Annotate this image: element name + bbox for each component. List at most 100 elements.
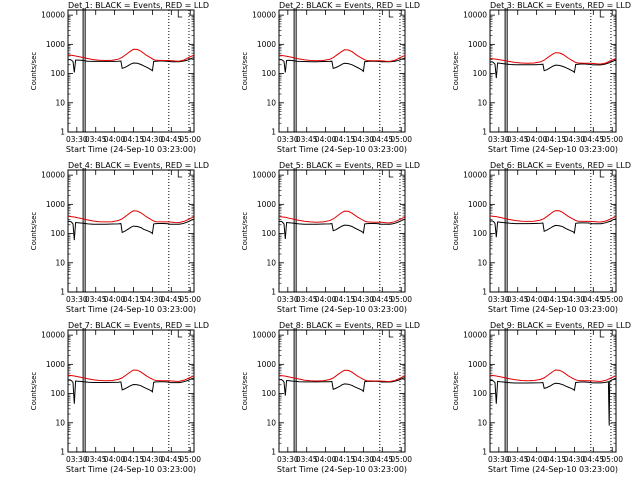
x-tick-label: 04:15 [123, 295, 145, 304]
panel-title: Det 4: BLACK = Events, RED = LLD [68, 161, 209, 170]
x-tick-label: 04:00 [315, 135, 337, 144]
x-axis-label: Start Time (24-Sep-10 03:23:00) [277, 305, 407, 314]
series-line-lld [490, 52, 616, 65]
y-tick-label: 1 [271, 448, 276, 457]
x-tick-label: 04:30 [142, 135, 164, 144]
panel-title: Det 1: BLACK = Events, RED = LLD [68, 1, 209, 10]
x-tick-label: 03:45 [296, 455, 318, 464]
x-tick-label: 03:45 [85, 135, 107, 144]
series-line-lld [279, 369, 405, 383]
x-tick-label: 03:45 [85, 455, 107, 464]
series-line-events [490, 59, 616, 79]
panel-title: Det 8: BLACK = Events, RED = LLD [279, 321, 420, 330]
x-tick-label: 04:00 [526, 455, 548, 464]
x-axis-label: Start Time (24-Sep-10 03:23:00) [488, 465, 618, 474]
x-tick-label: 03:30 [277, 455, 299, 464]
x-axis-label: Start Time (24-Sep-10 03:23:00) [488, 145, 618, 154]
panel-title: Det 2: BLACK = Events, RED = LLD [279, 1, 420, 10]
corner-marker [599, 330, 605, 338]
x-tick-label: 03:45 [296, 135, 318, 144]
x-tick-label: 04:45 [583, 135, 605, 144]
x-tick-label: 04:15 [334, 135, 356, 144]
x-tick-label: 05:00 [390, 455, 412, 464]
plot-frame [67, 9, 195, 133]
series-line-events [279, 57, 405, 73]
y-tick-label: 1000 [46, 40, 65, 49]
panel-title: Det 5: BLACK = Events, RED = LLD [279, 161, 420, 170]
x-tick-label: 04:30 [564, 295, 586, 304]
x-tick-label: 04:45 [161, 295, 183, 304]
x-tick-label: 04:30 [353, 135, 375, 144]
panel-4: 1 10 100 1000 10000 03:3003:4504:0004:1504:30… [30, 161, 209, 314]
y-tick-label: 1 [271, 128, 276, 137]
corner-marker [388, 330, 394, 338]
y-tick-label: 1000 [46, 200, 65, 209]
plot-frame [278, 169, 406, 293]
series-line-events [490, 377, 616, 426]
x-tick-label: 03:30 [66, 455, 88, 464]
panel-title: Det 6: BLACK = Events, RED = LLD [490, 161, 631, 170]
plot-frame [67, 169, 195, 293]
x-axis-label: Start Time (24-Sep-10 03:23:00) [66, 465, 196, 474]
x-tick-label: 03:30 [66, 135, 88, 144]
x-tick-label: 04:00 [526, 295, 548, 304]
series-line-lld [68, 369, 194, 382]
y-tick-label: 100 [51, 389, 66, 398]
y-tick-label: 1 [482, 128, 487, 137]
y-tick-label: 1000 [257, 360, 276, 369]
corner-marker [388, 10, 394, 18]
x-tick-label: 04:45 [583, 295, 605, 304]
panel-9: 1 10 100 1000 10000 03:3003:4504:0004:1504:30… [452, 321, 631, 474]
y-tick-label: 10 [477, 418, 487, 427]
y-tick-label: 10000 [252, 171, 276, 180]
panel-title: Det 9: BLACK = Events, RED = LLD [490, 321, 631, 330]
y-tick-label: 10 [55, 258, 65, 267]
y-tick-label: 10 [266, 98, 276, 107]
y-tick-label: 1000 [468, 360, 487, 369]
y-axis-label: Counts/sec [452, 52, 460, 91]
series-line-lld [490, 369, 616, 382]
series-line-events [68, 218, 194, 241]
x-tick-label: 04:00 [104, 135, 126, 144]
y-tick-label: 1 [60, 128, 65, 137]
plot-frame [67, 329, 195, 453]
x-tick-label: 04:30 [564, 455, 586, 464]
y-tick-label: 1 [60, 288, 65, 297]
x-tick-label: 04:45 [372, 455, 394, 464]
y-tick-label: 100 [51, 229, 66, 238]
x-tick-label: 04:15 [334, 295, 356, 304]
y-tick-label: 1 [482, 288, 487, 297]
x-tick-label: 04:45 [372, 135, 394, 144]
y-tick-label: 100 [473, 69, 488, 78]
y-axis-label: Counts/sec [241, 372, 249, 411]
x-tick-label: 05:00 [179, 135, 201, 144]
y-axis-label: Counts/sec [30, 52, 38, 91]
x-tick-label: 04:00 [315, 295, 337, 304]
y-tick-label: 10 [477, 98, 487, 107]
plot-frame [278, 329, 406, 453]
y-axis-label: Counts/sec [241, 212, 249, 251]
y-tick-label: 10000 [463, 11, 487, 20]
y-tick-label: 100 [262, 389, 277, 398]
x-tick-label: 03:30 [277, 135, 299, 144]
y-axis-label: Counts/sec [452, 372, 460, 411]
y-tick-label: 10000 [41, 331, 65, 340]
panel-title: Det 7: BLACK = Events, RED = LLD [68, 321, 209, 330]
y-tick-label: 1000 [468, 200, 487, 209]
x-tick-label: 04:00 [526, 135, 548, 144]
x-tick-label: 04:30 [564, 135, 586, 144]
x-tick-label: 03:45 [296, 295, 318, 304]
x-tick-label: 04:45 [161, 455, 183, 464]
x-tick-label: 04:15 [545, 455, 567, 464]
x-axis-label: Start Time (24-Sep-10 03:23:00) [277, 145, 407, 154]
x-tick-label: 04:30 [142, 455, 164, 464]
x-tick-label: 05:00 [390, 295, 412, 304]
y-tick-label: 1000 [468, 40, 487, 49]
x-tick-label: 03:30 [488, 295, 510, 304]
x-tick-label: 04:30 [142, 295, 164, 304]
y-axis-label: Counts/sec [30, 212, 38, 251]
x-tick-label: 05:00 [601, 295, 623, 304]
y-tick-label: 10 [266, 258, 276, 267]
